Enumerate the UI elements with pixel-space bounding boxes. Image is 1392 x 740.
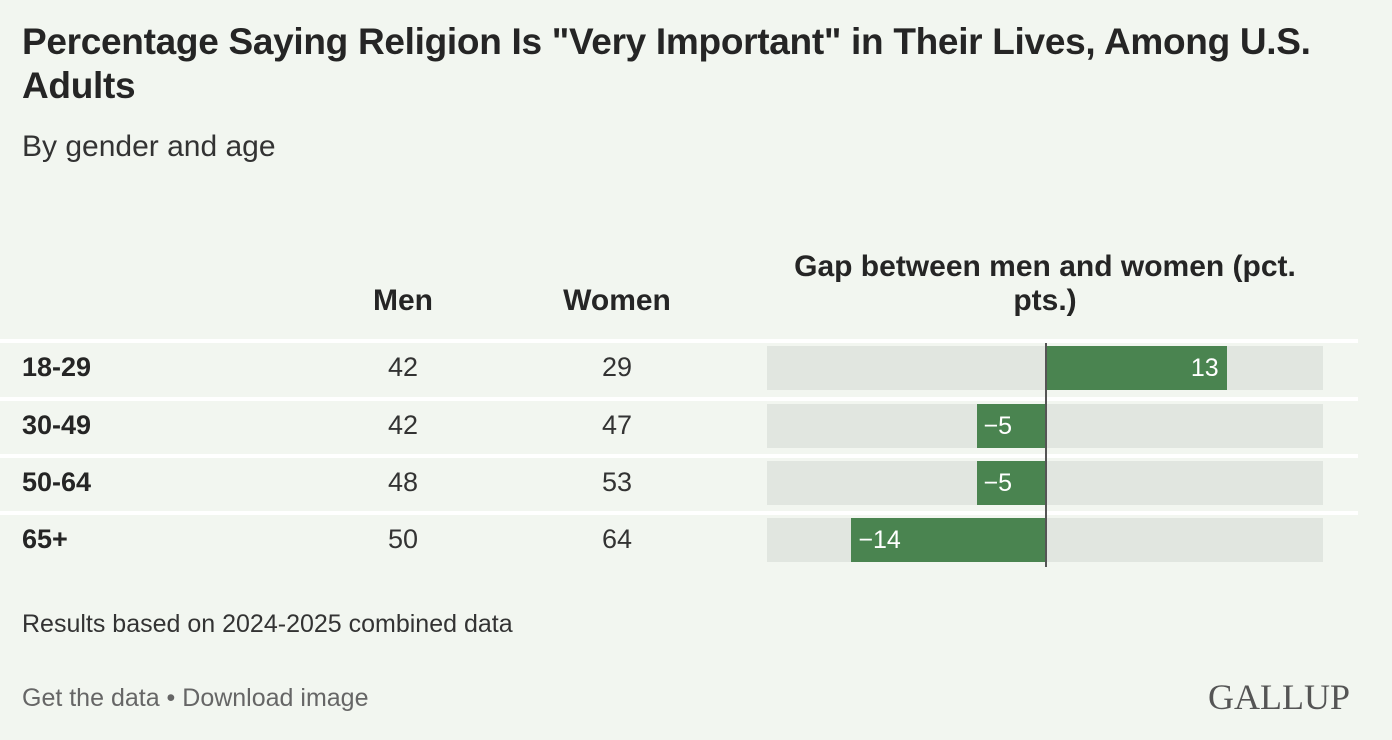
gallup-logo: GALLUP — [1208, 677, 1350, 717]
gap-label: −5 — [983, 412, 1013, 440]
row-label: 18-29 — [22, 352, 92, 382]
gap-bar: −14 — [851, 518, 1046, 562]
men-value: 42 — [387, 352, 419, 382]
women-value: 29 — [601, 352, 633, 382]
row-separator — [0, 454, 1358, 458]
row-separator — [0, 511, 1358, 515]
gap-label: −14 — [858, 526, 901, 554]
men-value: 50 — [387, 524, 419, 554]
gap-label: −5 — [983, 469, 1013, 497]
column-header-women: Women — [563, 284, 671, 317]
row-label: 30-49 — [22, 410, 92, 440]
women-value: 47 — [601, 410, 633, 440]
row-label: 50-64 — [22, 467, 92, 497]
gap-bar: −5 — [976, 404, 1046, 448]
chart-subtitle: By gender and age — [22, 130, 276, 163]
zero-line — [1045, 343, 1047, 567]
footer-links: Get the data • Download image — [22, 684, 368, 713]
gap-bar: −5 — [976, 461, 1046, 505]
row-label: 65+ — [22, 524, 68, 554]
row-separator — [0, 397, 1358, 401]
chart-title: Percentage Saying Religion Is "Very Impo… — [22, 21, 1311, 106]
women-value: 53 — [601, 467, 633, 497]
chart-note: Results based on 2024-2025 combined data — [22, 610, 513, 638]
get-data-link[interactable]: Get the data — [22, 684, 160, 712]
gap-bar: 13 — [1046, 346, 1227, 390]
column-header-gap: Gap between men and women (pct. pts.) — [794, 250, 1296, 317]
column-header-men: Men — [373, 284, 433, 317]
row-separator — [0, 339, 1358, 343]
download-image-link[interactable]: Download image — [182, 684, 369, 712]
separator: • — [159, 684, 183, 712]
men-value: 48 — [387, 467, 419, 497]
gap-label: 13 — [1190, 354, 1219, 382]
men-value: 42 — [387, 410, 419, 440]
women-value: 64 — [601, 524, 633, 554]
